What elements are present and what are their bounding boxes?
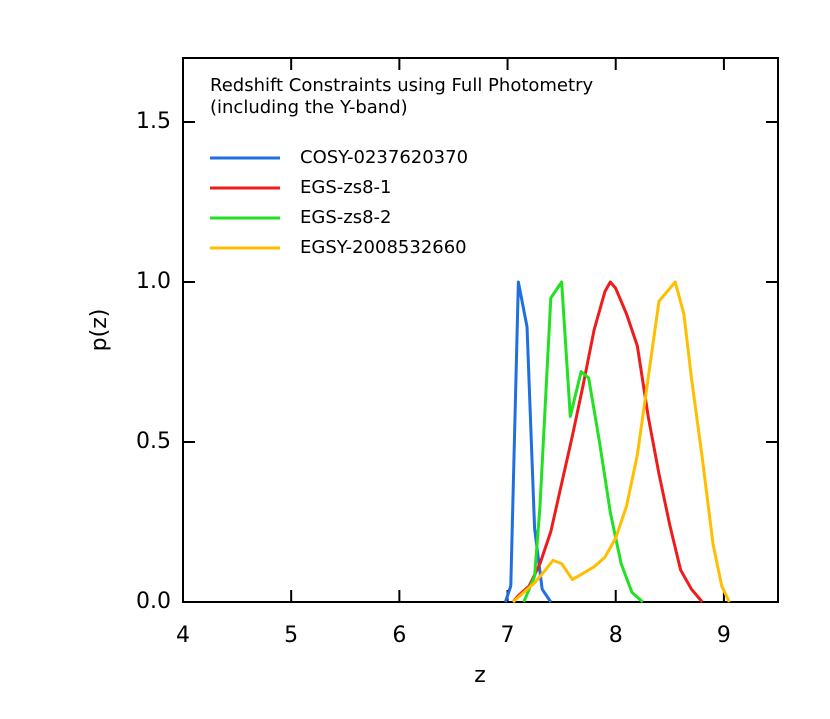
plot-frame [182,57,779,603]
series-line [503,280,553,603]
y-tick-label: 1.5 [136,109,171,134]
x-tick-label: 4 [176,623,190,648]
annotation: (including the Y-band) [210,97,408,118]
x-tick-label: 6 [392,623,406,648]
y-tick-label: 0.5 [136,429,171,454]
x-axis-label: z [474,663,486,688]
x-tick-label: 5 [284,623,298,648]
x-tick-label: 7 [501,623,515,648]
series-line [511,280,704,603]
series-line [522,280,644,604]
y-tick-label: 1.0 [136,269,171,294]
legend-label: COSY-0237620370 [300,147,468,168]
legend-label: EGS-zs8-2 [300,207,391,228]
series-line [511,280,731,604]
annotation: Redshift Constraints using Full Photomet… [210,75,593,96]
x-tick-label: 8 [609,623,623,648]
y-tick-label: 0.0 [136,589,171,614]
legend-label: EGSY-2008532660 [300,237,467,258]
x-tick-label: 9 [717,623,731,648]
legend-label: EGS-zs8-1 [300,177,391,198]
y-axis-label: p(z) [87,309,112,352]
